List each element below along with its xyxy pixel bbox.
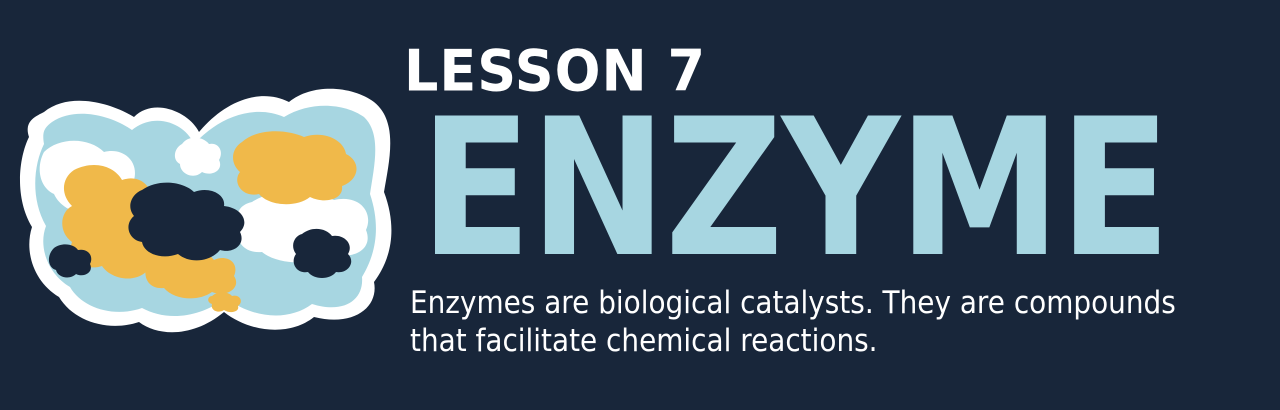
navy-hole-right (293, 228, 352, 278)
yellow-blob-small (208, 292, 241, 313)
yellow-blob-top (233, 131, 357, 205)
yellow-blob-bottom (145, 246, 237, 299)
yellow-blob-left (62, 165, 159, 279)
description-text: Enzymes are biological catalysts. They a… (410, 285, 1176, 359)
navy-hole-center (128, 182, 245, 261)
lesson-number: LESSON 7 (404, 38, 707, 105)
page-title: ENZYME (420, 78, 1171, 299)
enzyme-molecule-icon (19, 88, 392, 333)
navy-hole-left (48, 244, 92, 278)
white-patch-top (174, 137, 221, 176)
